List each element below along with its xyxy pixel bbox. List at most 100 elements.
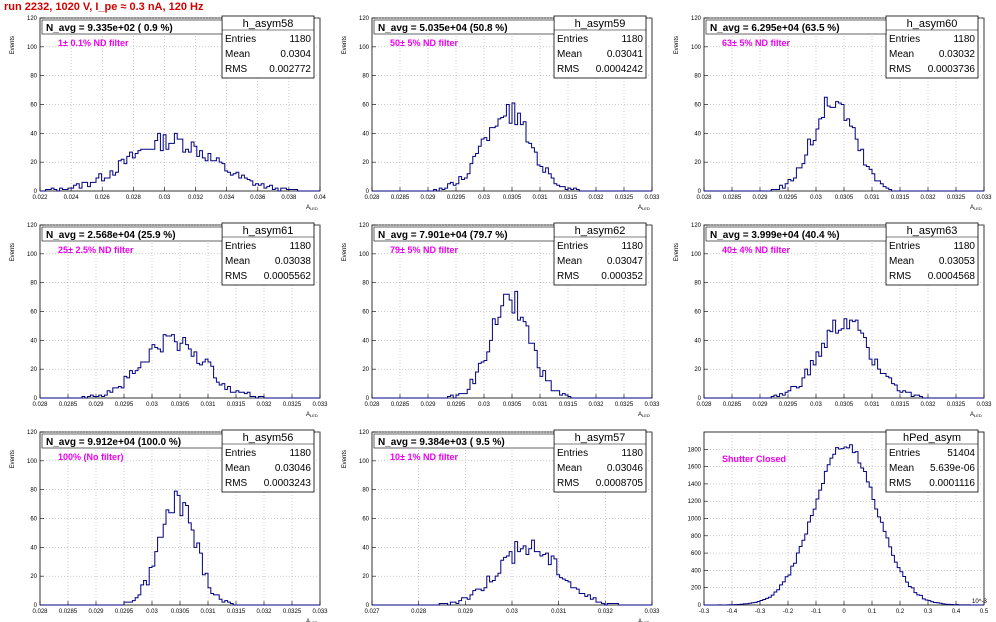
x-tick-label: 0.4	[952, 609, 961, 615]
stats-value: 0.03046	[275, 463, 312, 474]
x-tick-label: 0.022	[32, 195, 48, 201]
stats-value: 0.0003243	[264, 478, 312, 489]
stats-value: 0.03041	[607, 49, 644, 60]
filter-label: 100% (No filter)	[58, 452, 124, 462]
x-tick-label: 0.029	[752, 402, 768, 408]
stats-box	[221, 15, 315, 79]
y-tick-label: 0	[34, 396, 38, 402]
x-tick-label: 0.0285	[723, 195, 742, 201]
y-tick-label: 0	[698, 189, 702, 195]
y-tick-label: 100	[27, 45, 38, 51]
x-axis-title: ALED	[638, 205, 650, 211]
panel-h_asym57: 0.027 0.028 0.029 0.03 0.031 0.032 0.033 0 20 40 6…	[342, 429, 660, 622]
x-tick-label: -0.2	[783, 609, 794, 615]
y-tick-label: 120	[27, 16, 38, 22]
stats-label: RMS	[889, 64, 912, 75]
stats-label: Mean	[557, 463, 582, 474]
stats-label: Entries	[225, 448, 256, 459]
y-tick-label: 20	[694, 160, 701, 166]
x-axis-title: ALED	[306, 412, 318, 418]
y-axis-title: Events	[342, 243, 348, 261]
x-tick-label: 0.032	[920, 402, 936, 408]
y-axis-title: Events	[342, 450, 348, 468]
x-tick-label: 0.0315	[891, 195, 910, 201]
stats-label: Mean	[557, 49, 582, 60]
x-tick-label: 0.3	[924, 609, 933, 615]
x-tick-label: 0.032	[588, 402, 604, 408]
panel-h_asym58: 0.022 0.024 0.026 0.028 0.03 0.032 0.034 0.036 0…	[10, 15, 326, 211]
x-tick-label: 0.033	[312, 609, 328, 615]
x-tick-label: 0.033	[976, 195, 992, 201]
x-tick-label: 0.031	[200, 402, 216, 408]
y-tick-label: 80	[362, 281, 369, 287]
x-tick-label: 0.0325	[947, 195, 966, 201]
stats-value: 0.0008705	[596, 478, 644, 489]
x-tick-label: 0.03	[810, 402, 822, 408]
x-tick-label: -0.4	[727, 609, 738, 615]
histogram-line	[704, 318, 984, 399]
y-axis-title: Events	[674, 243, 680, 261]
stats-label: Mean	[889, 463, 914, 474]
x-tick-label: 0.03	[146, 402, 158, 408]
histogram-line	[372, 539, 652, 606]
x-axis-title: ALED	[970, 205, 982, 211]
x-tick-label: 0.0285	[723, 402, 742, 408]
y-tick-label: 120	[691, 16, 702, 22]
navg-box	[41, 226, 223, 242]
x-tick-label: 0	[842, 609, 846, 615]
stats-box	[885, 222, 979, 286]
x-tick-label: 0.0295	[447, 195, 466, 201]
x-tick-label: 0.0295	[115, 609, 134, 615]
stats-box	[553, 429, 647, 493]
y-axis-title: Events	[10, 243, 16, 261]
stats-value: 1180	[953, 241, 975, 252]
navg-box	[373, 433, 555, 449]
x-tick-label: 0.0315	[559, 195, 578, 201]
panel-h_asym56: 0.028 0.0285 0.029 0.0295 0.03 0.0305 0.031 0.0…	[10, 429, 328, 622]
x-tick-label: 0.028	[32, 609, 48, 615]
stats-label: Entries	[225, 34, 256, 45]
stats-label: RMS	[557, 64, 580, 75]
x-tick-label: 0.0295	[115, 402, 134, 408]
stats-label: Entries	[889, 448, 920, 459]
y-tick-label: 100	[359, 459, 370, 465]
x-exponent: 10^-3	[972, 599, 987, 605]
stats-title: h_asym60	[907, 18, 958, 30]
histogram-line	[372, 290, 652, 399]
stats-value: 5.639e-06	[930, 463, 975, 474]
x-tick-label: 0.0285	[391, 402, 410, 408]
x-tick-label: 0.029	[420, 402, 436, 408]
y-tick-label: 120	[359, 16, 370, 22]
stats-title: h_asym56	[243, 432, 294, 444]
x-tick-label: 0.0315	[891, 402, 910, 408]
y-tick-label: 1600	[688, 465, 702, 471]
stats-title: h_asym58	[243, 18, 294, 30]
y-tick-label: 60	[30, 103, 37, 109]
panel-h_asym59: 0.028 0.0285 0.029 0.0295 0.03 0.0305 0.031 0.0…	[342, 15, 660, 211]
stats-label: Mean	[225, 256, 250, 267]
x-tick-label: 0.028	[411, 609, 427, 615]
stats-label: Mean	[225, 49, 250, 60]
x-tick-label: 0.0325	[283, 402, 302, 408]
y-axis-title: Events	[674, 36, 680, 54]
navg-label: N_avg = 9.912e+04 (100.0 %)	[46, 437, 181, 448]
y-tick-label: 200	[691, 586, 702, 592]
stats-label: Entries	[889, 241, 920, 252]
x-tick-label: 0.031	[551, 609, 567, 615]
stats-value: 0.000352	[601, 271, 643, 282]
stats-box	[885, 15, 979, 79]
y-tick-label: 1000	[688, 517, 702, 523]
x-tick-label: 0.0325	[947, 402, 966, 408]
x-axis-title: ALED	[638, 412, 650, 418]
stats-value: 1180	[621, 448, 643, 459]
stats-box	[553, 15, 647, 79]
y-tick-label: 100	[27, 252, 38, 258]
histogram-line	[372, 102, 652, 192]
y-tick-label: 80	[362, 488, 369, 494]
x-tick-label: 0.034	[219, 195, 235, 201]
filter-label: 79± 5% ND filter	[390, 245, 458, 255]
y-tick-label: 20	[30, 367, 37, 373]
x-tick-label: 0.033	[644, 609, 660, 615]
x-tick-label: 0.0295	[779, 402, 798, 408]
